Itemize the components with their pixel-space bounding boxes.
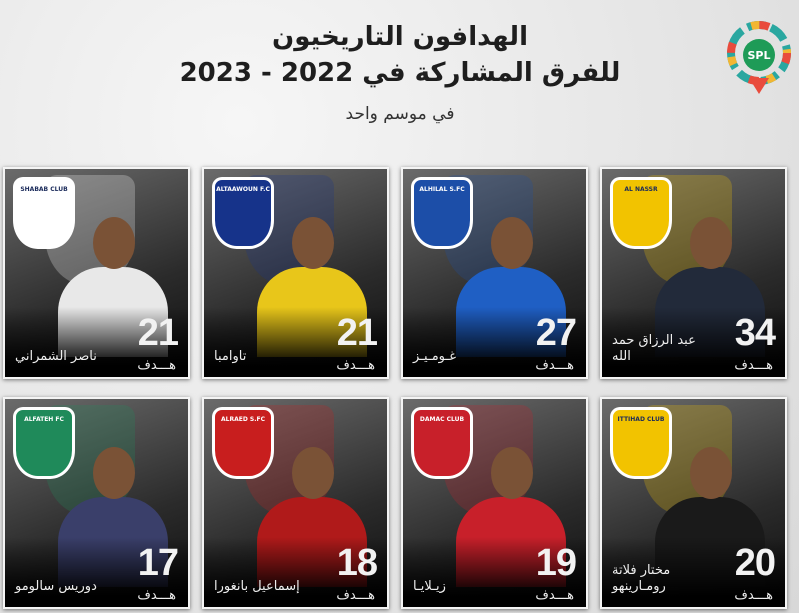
goals-count: 18 xyxy=(336,542,378,584)
goals-count: 21 xyxy=(336,312,378,354)
team-crest: DAMAC CLUB xyxy=(411,407,473,479)
player-name: ناصر الشمراني xyxy=(15,349,97,364)
goals-label: هـــدف xyxy=(535,588,574,603)
title-line-1: الهدافون التاريخيون xyxy=(272,22,528,52)
goals-count: 19 xyxy=(535,542,577,584)
player-name: مختار فلاتة رومـارينهو xyxy=(612,563,671,594)
goals-count: 34 xyxy=(734,312,776,354)
scorer-card: ITTIHAD CLUB 20 هـــدف مختار فلاتة رومـا… xyxy=(600,397,787,609)
title-line-2: للفرق المشاركة في 2022 - 2023 xyxy=(179,58,621,88)
team-crest: ALFATEH FC xyxy=(13,407,75,479)
team-crest: AL NASSR xyxy=(610,177,672,249)
goals-label: هـــدف xyxy=(336,588,375,603)
scorer-card: ALHILAL S.FC 27 هـــدف غـومـيـز xyxy=(401,167,588,379)
goals-label: هـــدف xyxy=(137,358,176,373)
player-name: زيـلايـا xyxy=(413,579,446,594)
goals-count: 20 xyxy=(734,542,776,584)
player-name: إسماعيل بانغورا xyxy=(214,579,300,594)
goals-label: هـــدف xyxy=(535,358,574,373)
player-name: تاوامبا xyxy=(214,349,247,364)
goals-label: هـــدف xyxy=(137,588,176,603)
goals-count: 17 xyxy=(137,542,179,584)
team-crest: ALHILAL S.FC xyxy=(411,177,473,249)
team-crest: ALRAED S.FC xyxy=(212,407,274,479)
team-crest: SHABAB CLUB xyxy=(13,177,75,249)
scorer-card: SHABAB CLUB 21 هـــدف ناصر الشمراني xyxy=(3,167,190,379)
scorer-card: AL NASSR 34 هـــدف عبد الرزاق حمد الله xyxy=(600,167,787,379)
scorer-card: ALFATEH FC 17 هـــدف دوريس سالومو xyxy=(3,397,190,609)
scorer-card: ALTAAWOUN F.C 21 هـــدف تاوامبا xyxy=(202,167,389,379)
svg-text:SPL: SPL xyxy=(748,49,771,62)
goals-label: هـــدف xyxy=(336,358,375,373)
goals-label: هـــدف xyxy=(734,358,773,373)
player-name: غـومـيـز xyxy=(413,349,456,364)
team-crest: ALTAAWOUN F.C xyxy=(212,177,274,249)
player-name: عبد الرزاق حمد الله xyxy=(612,333,696,364)
goals-count: 27 xyxy=(535,312,577,354)
goals-label: هـــدف xyxy=(734,588,773,603)
team-crest: ITTIHAD CLUB xyxy=(610,407,672,479)
goals-count: 21 xyxy=(137,312,179,354)
player-name: دوريس سالومو xyxy=(15,579,97,594)
scorer-card: ALRAED S.FC 18 هـــدف إسماعيل بانغورا xyxy=(202,397,389,609)
spl-logo: SPL xyxy=(727,21,791,94)
subtitle: في موسم واحد xyxy=(345,104,455,124)
scorer-card: DAMAC CLUB 19 هـــدف زيـلايـا xyxy=(401,397,588,609)
